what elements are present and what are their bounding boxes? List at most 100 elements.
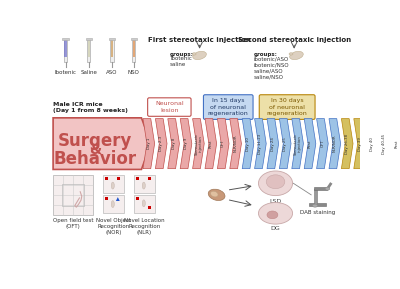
Text: DG: DG bbox=[271, 226, 280, 231]
Text: Stereotaxic
injection: Stereotaxic injection bbox=[194, 133, 202, 155]
Text: Neuronal
lesion: Neuronal lesion bbox=[155, 101, 184, 113]
Text: In 30 days
of neuronal
regeneration: In 30 days of neuronal regeneration bbox=[267, 98, 308, 116]
FancyBboxPatch shape bbox=[204, 95, 253, 119]
Ellipse shape bbox=[111, 201, 114, 208]
Ellipse shape bbox=[258, 171, 292, 196]
Bar bbox=[134, 195, 155, 213]
Polygon shape bbox=[205, 118, 217, 169]
Text: Day 40-45: Day 40-45 bbox=[382, 134, 386, 154]
Polygon shape bbox=[354, 118, 366, 169]
Polygon shape bbox=[379, 118, 390, 169]
Text: Male ICR mice
(Day 1 from 8 weeks): Male ICR mice (Day 1 from 8 weeks) bbox=[53, 102, 128, 113]
Ellipse shape bbox=[325, 187, 330, 190]
Text: Novel Location
Recognition
(NLR): Novel Location Recognition (NLR) bbox=[124, 218, 165, 235]
Bar bbox=[64, 40, 67, 57]
Ellipse shape bbox=[142, 182, 145, 189]
Text: LSD: LSD bbox=[270, 199, 282, 204]
Polygon shape bbox=[218, 118, 229, 169]
Text: Saline: Saline bbox=[80, 70, 97, 75]
Text: Novel Object
Recognition
(NOR): Novel Object Recognition (NOR) bbox=[96, 218, 131, 235]
Text: ibotenic/ASO
ibotenic/NSO
saline/ASO
saline/NSO: ibotenic/ASO ibotenic/NSO saline/ASO sal… bbox=[254, 56, 290, 80]
Polygon shape bbox=[193, 118, 204, 169]
Text: Day 1: Day 1 bbox=[147, 138, 151, 149]
Bar bbox=[103, 175, 124, 193]
Polygon shape bbox=[329, 118, 341, 169]
Bar bbox=[148, 205, 151, 209]
Text: Day 39: Day 39 bbox=[358, 137, 362, 151]
Bar bbox=[111, 40, 113, 57]
Bar bbox=[88, 40, 90, 57]
Polygon shape bbox=[180, 118, 192, 169]
Text: OFT: OFT bbox=[221, 140, 225, 147]
Ellipse shape bbox=[192, 53, 196, 55]
Bar bbox=[53, 175, 94, 215]
Bar bbox=[136, 177, 139, 180]
Text: ibotenic
saline: ibotenic saline bbox=[170, 56, 192, 67]
Bar bbox=[131, 38, 137, 40]
FancyBboxPatch shape bbox=[148, 98, 191, 116]
Polygon shape bbox=[230, 118, 242, 169]
Bar bbox=[134, 175, 155, 193]
Text: In 15 days
of neuronal
regeneration: In 15 days of neuronal regeneration bbox=[208, 98, 249, 116]
Polygon shape bbox=[342, 118, 353, 169]
Text: Day 2-3: Day 2-3 bbox=[159, 136, 163, 151]
Bar bbox=[132, 40, 135, 57]
Text: Ibotenic: Ibotenic bbox=[54, 70, 76, 75]
Bar bbox=[110, 38, 114, 62]
Polygon shape bbox=[143, 118, 155, 169]
Bar bbox=[314, 189, 317, 204]
Text: Day 9: Day 9 bbox=[184, 138, 188, 149]
Text: Day 8: Day 8 bbox=[172, 138, 176, 149]
Ellipse shape bbox=[289, 53, 293, 55]
Bar bbox=[87, 38, 90, 62]
Ellipse shape bbox=[208, 189, 225, 201]
Polygon shape bbox=[292, 118, 304, 169]
Ellipse shape bbox=[312, 204, 318, 207]
Text: Stereotaxic
injection: Stereotaxic injection bbox=[294, 133, 302, 155]
Bar bbox=[64, 38, 67, 62]
Text: NLR/NOR: NLR/NOR bbox=[333, 135, 337, 152]
Bar bbox=[86, 38, 92, 40]
Text: Day 40: Day 40 bbox=[370, 137, 374, 151]
Text: groups:: groups: bbox=[254, 52, 278, 57]
Polygon shape bbox=[317, 118, 328, 169]
Text: Second stereotaxic injection: Second stereotaxic injection bbox=[238, 37, 351, 43]
Text: Day 24: Day 24 bbox=[271, 137, 275, 151]
Polygon shape bbox=[242, 118, 254, 169]
FancyBboxPatch shape bbox=[259, 95, 315, 119]
Text: Behavior: Behavior bbox=[53, 150, 136, 168]
Ellipse shape bbox=[142, 200, 145, 207]
Text: Surgery: Surgery bbox=[58, 131, 132, 149]
Text: &: & bbox=[89, 143, 101, 157]
Bar bbox=[62, 38, 69, 40]
Text: groups:: groups: bbox=[170, 52, 194, 57]
Text: Day 25: Day 25 bbox=[283, 137, 287, 151]
Text: Rest: Rest bbox=[209, 140, 213, 148]
Text: Day 10: Day 10 bbox=[246, 137, 250, 151]
Bar bbox=[132, 38, 135, 62]
Polygon shape bbox=[155, 118, 167, 169]
Text: DAB staining: DAB staining bbox=[300, 210, 335, 215]
Ellipse shape bbox=[290, 51, 303, 60]
Polygon shape bbox=[254, 118, 266, 169]
Text: Open field test
(OFT): Open field test (OFT) bbox=[53, 218, 94, 229]
Text: ASO: ASO bbox=[106, 70, 118, 75]
Bar bbox=[105, 197, 108, 200]
Polygon shape bbox=[168, 118, 180, 169]
Bar bbox=[314, 187, 328, 190]
Bar bbox=[136, 197, 139, 200]
Bar bbox=[103, 195, 124, 213]
Ellipse shape bbox=[210, 191, 218, 197]
Ellipse shape bbox=[266, 175, 285, 189]
Bar bbox=[109, 38, 115, 40]
Polygon shape bbox=[267, 118, 279, 169]
Text: OFT: OFT bbox=[320, 140, 324, 147]
Bar bbox=[105, 177, 108, 180]
Ellipse shape bbox=[193, 51, 206, 60]
Polygon shape bbox=[304, 118, 316, 169]
Text: NLR/NOR: NLR/NOR bbox=[234, 135, 238, 152]
Bar bbox=[117, 177, 120, 180]
Ellipse shape bbox=[267, 211, 278, 219]
Text: Rest: Rest bbox=[308, 140, 312, 148]
Text: NSO: NSO bbox=[128, 70, 140, 75]
